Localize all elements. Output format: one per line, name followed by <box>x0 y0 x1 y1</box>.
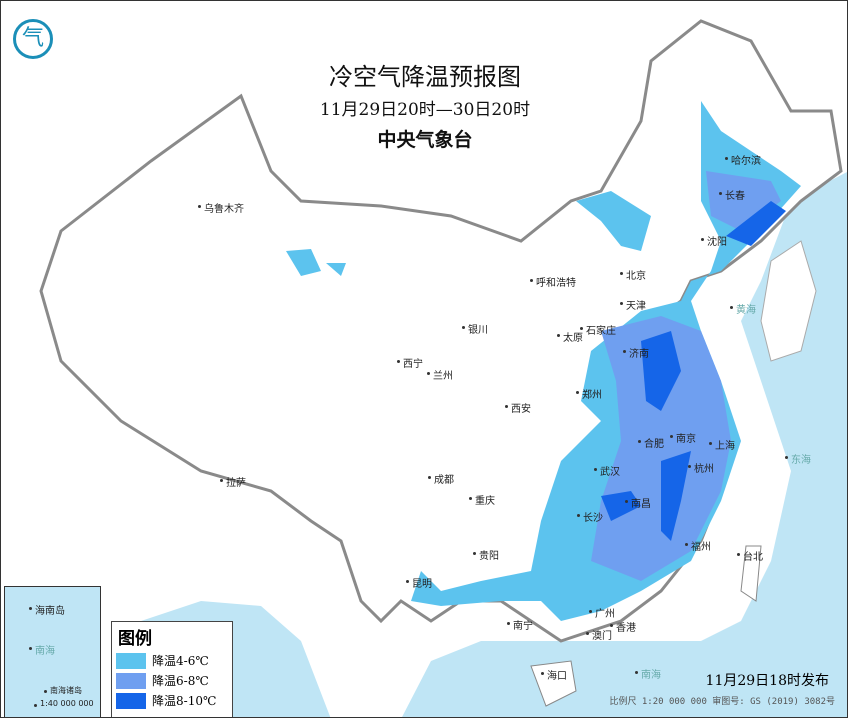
issue-time: 11月29日18时发布 <box>705 673 829 689</box>
sea <box>402 172 847 717</box>
city-label: 昆明 <box>406 575 432 590</box>
inset-label: 海南岛 <box>29 602 65 617</box>
city-label: 呼和浩特 <box>530 274 576 289</box>
legend-item: 降温8-10℃ <box>116 692 228 709</box>
city-label: 香港 <box>610 619 636 634</box>
legend-label: 降温4-6℃ <box>152 654 209 668</box>
cooling-8-10-region <box>601 201 786 541</box>
inset-label: 南海诸岛 <box>44 686 82 695</box>
city-label: 沈阳 <box>701 233 727 248</box>
city-label: 成都 <box>428 471 454 486</box>
korea-peninsula <box>760 240 817 362</box>
forecast-period: 11月29日20时—30日20时 <box>319 100 531 120</box>
city-label: 台北 <box>737 548 763 563</box>
city-label: 海口 <box>541 667 567 682</box>
city-label: 重庆 <box>469 492 495 507</box>
city-label: 石家庄 <box>580 322 616 337</box>
sea-label: 黄海 <box>730 301 756 316</box>
agency-name: 中央气象台 <box>377 129 473 151</box>
legend: 图例 降温4-6℃ 降温6-8℃ 降温8-10℃ <box>111 621 233 717</box>
legend-title: 图例 <box>118 629 152 649</box>
inset-label: 南海 <box>29 642 55 657</box>
cooling-4-6-north <box>576 191 651 251</box>
scale-and-approval: 比例尺 1:20 000 000 审图号: GS (2019) 3082号 <box>609 697 835 707</box>
cooling-4-6-qinghai <box>286 249 346 276</box>
city-label: 银川 <box>462 321 488 336</box>
taiwan-island <box>740 545 762 602</box>
map-title: 冷空气降温预报图 <box>329 63 521 91</box>
city-label: 天津 <box>620 297 646 312</box>
legend-swatch <box>116 652 146 669</box>
legend-item: 降温4-6℃ <box>116 652 228 669</box>
city-label: 广州 <box>589 605 615 620</box>
city-label: 合肥 <box>638 435 664 450</box>
city-label: 济南 <box>623 345 649 360</box>
legend-swatch <box>116 672 146 689</box>
city-label: 兰州 <box>427 367 453 382</box>
city-label: 福州 <box>685 538 711 553</box>
city-label: 哈尔滨 <box>725 152 761 167</box>
city-label: 太原 <box>557 329 583 344</box>
cma-logo-icon: 气 <box>13 19 53 59</box>
city-label: 澳门 <box>586 627 612 642</box>
sea-label: 东海 <box>785 451 811 466</box>
city-label: 西宁 <box>397 355 423 370</box>
city-label: 长春 <box>719 187 745 202</box>
city-label: 武汉 <box>594 463 620 478</box>
city-label: 南宁 <box>507 617 533 632</box>
cooling-6-8-region <box>591 171 781 581</box>
city-label: 上海 <box>709 437 735 452</box>
sea-label: 南海 <box>635 666 661 681</box>
city-label: 南京 <box>670 430 696 445</box>
south-china-sea-inset: 海南岛 南海 南海诸岛 1:40 000 000 <box>4 586 101 717</box>
city-label: 乌鲁木齐 <box>198 200 244 215</box>
legend-item: 降温6-8℃ <box>116 672 228 689</box>
legend-label: 降温8-10℃ <box>152 694 217 708</box>
city-label: 杭州 <box>688 460 714 475</box>
city-label: 南昌 <box>625 495 651 510</box>
city-label: 拉萨 <box>220 474 246 489</box>
city-label: 郑州 <box>576 386 602 401</box>
legend-swatch <box>116 692 146 709</box>
city-label: 西安 <box>505 400 531 415</box>
city-label: 北京 <box>620 267 646 282</box>
city-label: 长沙 <box>577 509 603 524</box>
inset-scale: 1:40 000 000 <box>34 699 94 708</box>
legend-label: 降温6-8℃ <box>152 674 209 688</box>
city-label: 贵阳 <box>473 547 499 562</box>
